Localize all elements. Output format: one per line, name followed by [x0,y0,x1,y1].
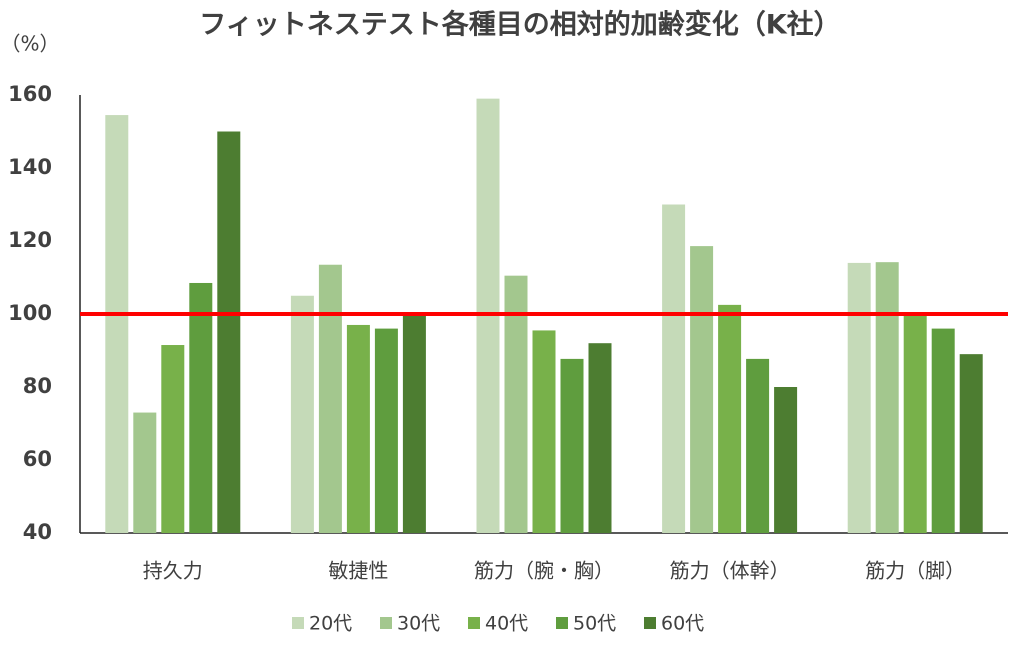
legend-swatch [380,617,392,629]
bar [346,324,370,533]
bar [161,345,185,533]
x-tick-label: 筋力（体幹） [670,559,790,583]
legend-label: 30代 [397,613,440,635]
bar [402,314,426,533]
legend-label: 40代 [485,613,528,635]
y-tick-label: 60 [23,447,52,471]
legend-swatch [468,617,480,629]
bar [746,358,770,533]
bar [959,354,983,533]
x-tick-label: 筋力（脚） [865,559,965,583]
bar [504,275,528,533]
bar [662,204,686,533]
bar [847,262,871,533]
bar [718,304,742,533]
x-tick-label: 敏捷性 [328,559,388,583]
bar [374,328,398,533]
y-tick-label: 80 [23,374,52,398]
bar [774,387,798,533]
bar [133,412,157,533]
legend-swatch [556,617,568,629]
bar [875,262,899,533]
x-tick-label: 筋力（腕・胸） [474,559,614,583]
y-tick-label: 160 [8,82,52,106]
legend-label: 60代 [661,613,704,635]
legend-swatch [644,617,656,629]
bar [690,246,714,534]
bar [588,343,612,533]
legend-label: 20代 [309,613,352,635]
legend-swatch [292,617,304,629]
bar [290,295,314,533]
bar [318,264,342,533]
bar [903,312,927,533]
bar [217,131,241,533]
bar [532,330,556,533]
bar [560,358,584,533]
legend-label: 50代 [573,613,616,635]
bar [189,282,213,533]
x-tick-label: 持久力 [143,559,203,583]
y-axis-label: （%） [0,32,59,56]
y-tick-label: 120 [8,228,52,252]
y-tick-label: 140 [8,155,52,179]
y-tick-label: 100 [8,301,52,325]
chart-title: フィットネステスト各種目の相対的加齢変化（K社） [199,9,840,41]
y-tick-label: 40 [23,520,52,544]
bar [105,115,129,533]
bar [931,328,955,533]
